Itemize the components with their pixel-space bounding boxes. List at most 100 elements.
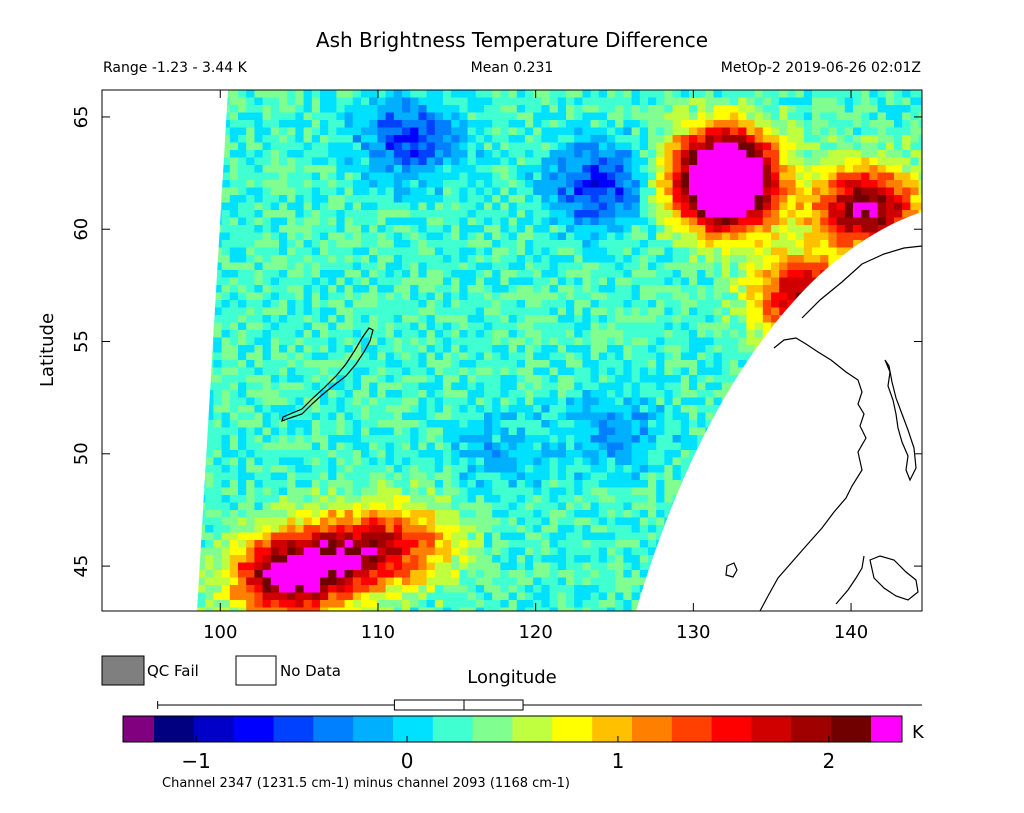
heat-cell: [877, 105, 887, 114]
heat-cell: [566, 330, 575, 339]
heat-cell: [254, 322, 264, 331]
heat-cell: [320, 292, 329, 301]
heat-cell: [197, 112, 206, 121]
heat-cell: [861, 337, 870, 346]
heat-cell: [541, 150, 551, 159]
heat-cell: [812, 315, 821, 324]
heat-cell: [541, 292, 551, 301]
heat-cell: [246, 187, 255, 196]
heat-cell: [246, 105, 255, 114]
heat-cell: [803, 367, 813, 376]
heat-cell: [361, 412, 370, 421]
heat-cell: [631, 375, 641, 384]
heat-cell: [861, 120, 870, 129]
heat-cell: [279, 97, 288, 106]
heat-cell: [705, 502, 715, 511]
heat-cell: [820, 495, 829, 504]
heat-cell: [713, 427, 723, 436]
heat-cell: [762, 232, 772, 241]
heat-cell: [648, 187, 657, 196]
heat-cell: [459, 285, 469, 294]
heat-cell: [672, 195, 682, 204]
heat-cell: [262, 142, 272, 151]
heat-cell: [672, 210, 682, 219]
heat-cell: [393, 262, 403, 271]
heat-cell: [213, 457, 223, 466]
heat-cell: [598, 210, 608, 219]
heat-cell: [795, 427, 805, 436]
heat-cell: [516, 90, 526, 99]
heat-cell: [229, 127, 239, 136]
heat-cell: [320, 202, 329, 211]
heat-cell: [557, 352, 567, 361]
heat-cell: [869, 472, 879, 481]
heat-cell: [598, 97, 608, 106]
heat-cell: [262, 405, 272, 414]
heat-cell: [664, 105, 674, 114]
heat-cell: [377, 427, 387, 436]
heat-cell: [820, 255, 829, 264]
heat-cell: [410, 255, 419, 264]
heat-cell: [918, 210, 922, 219]
heat-cell: [738, 412, 747, 421]
heat-cell: [557, 427, 567, 436]
heat-cell: [213, 375, 223, 384]
heat-cell: [262, 412, 272, 421]
heat-cell: [402, 270, 411, 279]
heat-cell: [705, 172, 715, 181]
heat-cell: [361, 457, 370, 466]
heat-cell: [762, 112, 772, 121]
heat-cell: [787, 375, 797, 384]
heat-cell: [787, 427, 797, 436]
heat-cell: [484, 322, 493, 331]
heat-cell: [697, 217, 706, 226]
heat-cell: [270, 202, 280, 211]
heat-cell: [533, 427, 542, 436]
heat-cell: [279, 150, 288, 159]
heat-cell: [771, 315, 780, 324]
heat-cell: [607, 502, 616, 511]
heat-cell: [869, 337, 879, 346]
heat-cell: [361, 240, 370, 249]
heat-cell: [918, 142, 922, 151]
heat-cell: [238, 412, 247, 421]
heat-cell: [369, 142, 378, 151]
heat-cell: [221, 225, 231, 234]
heat-cell: [648, 247, 657, 256]
heat-cell: [713, 270, 723, 279]
heat-cell: [894, 442, 903, 451]
heat-cell: [877, 157, 887, 166]
heat-cell: [631, 382, 641, 391]
heat-cell: [443, 187, 452, 196]
heat-cell: [492, 480, 501, 489]
heat-cell: [623, 330, 633, 339]
heat-cell: [574, 442, 583, 451]
heat-cell: [869, 225, 879, 234]
heat-cell: [648, 127, 657, 136]
heat-cell: [328, 217, 337, 226]
heat-cell: [221, 435, 231, 444]
heat-cell: [607, 240, 616, 249]
heat-cell: [885, 300, 895, 309]
heat-cell: [844, 105, 854, 114]
heat-cell: [377, 97, 387, 106]
heat-cell: [557, 195, 567, 204]
heat-cell: [434, 495, 444, 504]
heat-cell: [320, 112, 329, 121]
heat-cell: [877, 367, 887, 376]
heat-cell: [197, 300, 206, 309]
heat-cell: [344, 405, 354, 414]
heat-cell: [205, 232, 214, 241]
heat-cell: [664, 427, 674, 436]
heat-cell: [730, 315, 739, 324]
heat-cell: [385, 255, 395, 264]
heat-cell: [533, 375, 542, 384]
heat-cell: [721, 180, 731, 189]
heat-cell: [205, 210, 214, 219]
heat-cell: [377, 495, 387, 504]
heat-cell: [303, 487, 313, 496]
heat-cell: [779, 247, 788, 256]
heat-cell: [689, 382, 698, 391]
heat-cell: [803, 225, 813, 234]
heat-cell: [287, 382, 296, 391]
